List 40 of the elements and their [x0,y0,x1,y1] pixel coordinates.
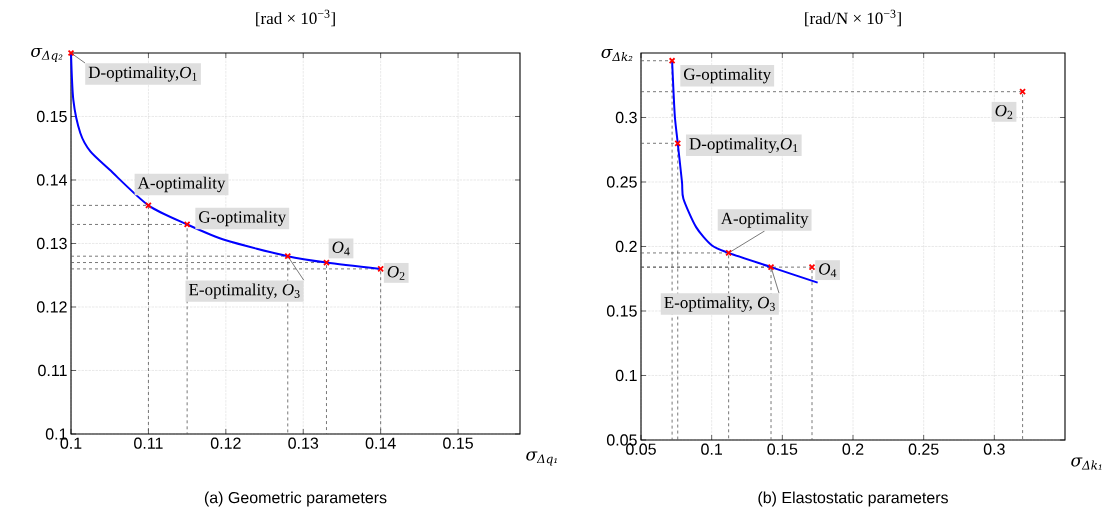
y-tick-label: 0.14 [36,174,67,186]
annotation: A-optimality [137,176,226,193]
y-axis-title: σ$_{Δk₂}$ [601,49,633,61]
x-axis-title: σ$_{Δk₁}$ [1071,457,1102,470]
x-tick-label: 0.3 [983,443,1005,455]
annotation: E-optimality, O$_{3}$ [189,283,300,299]
x-tick-label: 0.11 [134,437,163,449]
chart-title: [rad × 10$^{−3}$] [256,9,335,27]
annotation: O$_{2}$ [387,265,405,280]
annotation: G-optimality [683,67,772,84]
annotation: A-optimality [720,212,809,228]
y-tick-label: 0.25 [606,176,637,188]
annotation: D-optimality,O$_{1}$ [88,66,197,82]
annotation: O$_{4}$ [819,263,837,278]
x-tick-label: 0.2 [842,443,864,455]
text: (b) Elastostatic parameters [758,491,948,507]
text: (a) Geometric parameters [204,491,387,507]
x-tick-label: 0.14 [365,437,396,449]
x-tick-label: 0.1 [701,443,722,455]
annotation: O$_{4}$ [332,241,350,256]
y-tick-label: 0.13 [36,237,67,250]
y-tick-label: 0.3 [615,111,637,124]
x-tick-label: 0.13 [288,437,319,449]
y-tick-label: 0.1 [615,369,637,382]
y-axis-title: σ$_{Δq₂}$ [31,47,63,63]
y-tick-label: 0.15 [606,305,637,317]
y-tick-label: 0.11 [38,364,67,377]
x-axis-title: σ$_{Δq₁}$ [526,451,557,466]
y-tick-label: 0.12 [36,301,67,313]
chart-title: [rad/N × 10$^{−3}$] [805,9,901,27]
x-tick-label: 0.15 [767,443,798,455]
x-tick-label: 0.25 [908,443,939,455]
annotation: G-optimality [199,210,287,227]
y-tick-label: 0.15 [36,110,67,123]
annotation: O$_{2}$ [995,104,1013,119]
x-tick-label: 0.12 [210,437,241,449]
y-tick-label: 0.2 [615,240,637,253]
annotation: E-optimality, O$_{3}$ [664,296,775,312]
x-tick-label: 0.15 [443,437,473,449]
annotation: D-optimality,O$_{1}$ [689,137,798,154]
